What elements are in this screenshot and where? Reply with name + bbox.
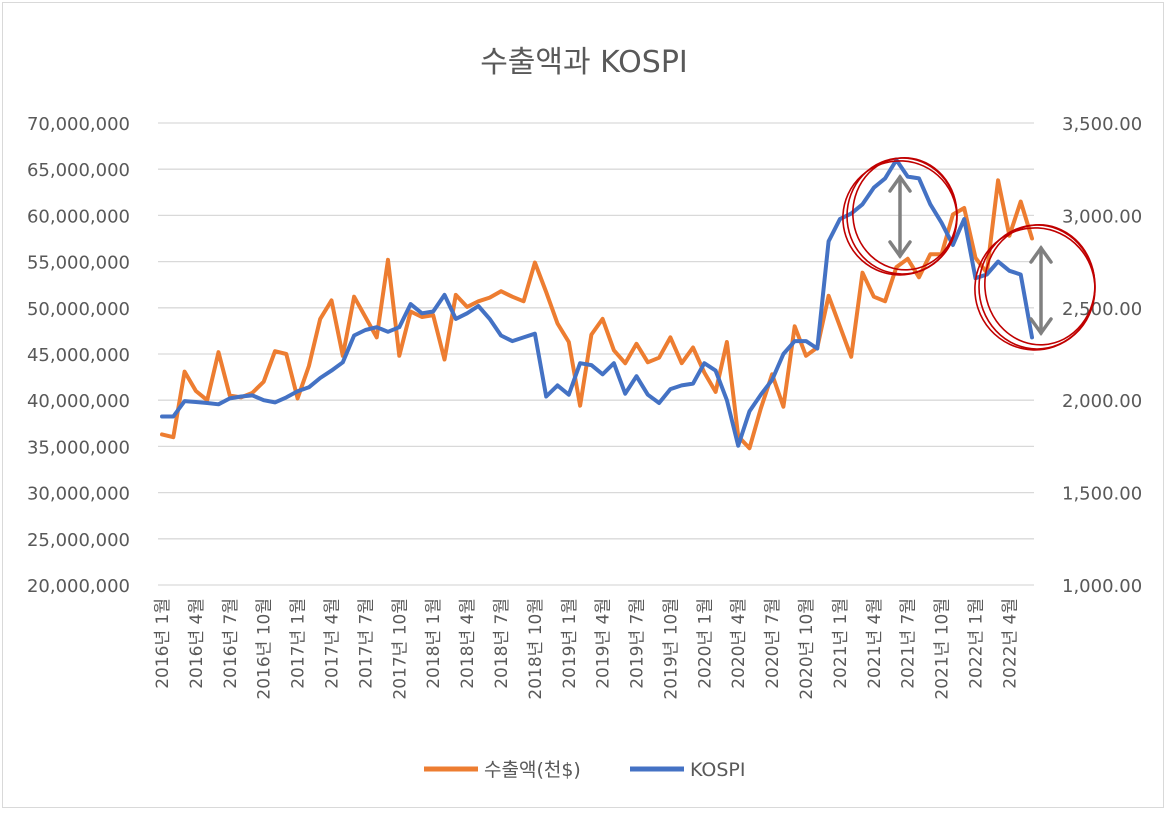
x-axis-tick-label: 2019년 7월 — [628, 598, 648, 689]
x-axis-tick-label: 2020년 7월 — [763, 598, 783, 689]
hand-drawn-circle-2022 — [974, 224, 1096, 351]
x-axis-tick-label: 2016년 7월 — [221, 598, 241, 689]
x-axis-tick-label: 2019년 4월 — [594, 598, 614, 689]
x-axis-tick-label: 2020년 10월 — [797, 598, 817, 700]
left-axis-tick-label: 55,000,000 — [27, 253, 130, 274]
x-axis-tick-label: 2021년 10월 — [933, 598, 953, 700]
left-axis-tick-label: 45,000,000 — [27, 345, 130, 366]
left-axis-tick-label: 35,000,000 — [27, 437, 130, 458]
x-axis-tick-label: 2020년 4월 — [729, 598, 749, 689]
x-axis-tick-label: 2017년 7월 — [356, 598, 376, 689]
gridlines — [158, 122, 1034, 586]
left-axis-tick-label: 40,000,000 — [27, 391, 130, 412]
x-axis-tick-label: 2017년 4월 — [322, 598, 342, 689]
left-axis-tick-label: 60,000,000 — [27, 206, 130, 227]
x-axis-tick-label: 2022년 1월 — [967, 598, 987, 689]
left-axis-tick-label: 30,000,000 — [27, 484, 130, 505]
x-axis-tick-label: 2019년 1월 — [560, 598, 580, 689]
hand-drawn-circle-2021 — [842, 157, 958, 276]
right-axis-tick-label: 1,500.00 — [1062, 484, 1142, 505]
x-axis-tick-label: 2016년 1월 — [153, 598, 173, 689]
x-axis-tick-label: 2016년 4월 — [187, 598, 207, 689]
double-arrow-2021 — [888, 173, 912, 260]
right-axis-tick-label: 2,500.00 — [1062, 299, 1142, 320]
x-axis-tick-label: 2018년 10월 — [526, 598, 546, 700]
x-axis-tick-label: 2018년 7월 — [492, 598, 512, 689]
left-axis-tick-label: 25,000,000 — [27, 530, 130, 551]
x-axis-tick-label: 2017년 10월 — [390, 598, 410, 700]
series-line-export — [160, 178, 1034, 451]
x-axis-tick-label: 2019년 10월 — [661, 598, 681, 700]
x-axis-tick-label: 2017년 1월 — [289, 598, 309, 689]
right-axis-tick-label: 2,000.00 — [1062, 391, 1142, 412]
right-axis-tick-labels: 1,000.00 1,500.00 2,000.00 2,500.00 3,000.00… — [1062, 114, 1142, 597]
left-axis-tick-label: 50,000,000 — [27, 299, 130, 320]
x-axis-tick-label: 2021년 1월 — [831, 598, 851, 689]
left-axis-tick-label: 70,000,000 — [27, 114, 130, 135]
annotations — [842, 157, 1096, 351]
double-arrow-2022 — [1029, 244, 1053, 337]
right-axis-tick-label: 3,000.00 — [1062, 206, 1142, 227]
legend: 수출액(천$) KOSPI — [424, 759, 746, 781]
right-axis-tick-label: 3,500.00 — [1062, 114, 1142, 135]
series-line-kospi — [160, 158, 1034, 448]
x-axis-tick-label: 2022년 4월 — [1000, 598, 1020, 689]
right-axis-tick-label: 1,000.00 — [1062, 576, 1142, 597]
x-axis-tick-label: 2021년 4월 — [865, 598, 885, 689]
x-axis-tick-label: 2018년 4월 — [458, 598, 478, 689]
left-axis-tick-labels: 20,000,000 25,000,000 30,000,000 35,000,000… — [27, 114, 130, 597]
x-axis-tick-label: 2020년 1월 — [695, 598, 715, 689]
x-axis-tick-label: 2016년 10월 — [255, 598, 275, 700]
left-axis-tick-label: 20,000,000 — [27, 576, 130, 597]
chart-title: 수출액과 KOSPI — [480, 45, 688, 80]
x-axis-tick-label: 2021년 7월 — [899, 598, 919, 689]
legend-label-export: 수출액(천$) — [484, 759, 581, 781]
series-lines — [160, 158, 1034, 451]
left-axis-tick-label: 65,000,000 — [27, 160, 130, 181]
x-axis-tick-labels: 2016년 1월 2016년 4월 2016년 7월 2016년 10월 2017년 1… — [153, 598, 1020, 700]
legend-label-kospi: KOSPI — [690, 759, 746, 781]
x-axis-tick-label: 2018년 1월 — [424, 598, 444, 689]
